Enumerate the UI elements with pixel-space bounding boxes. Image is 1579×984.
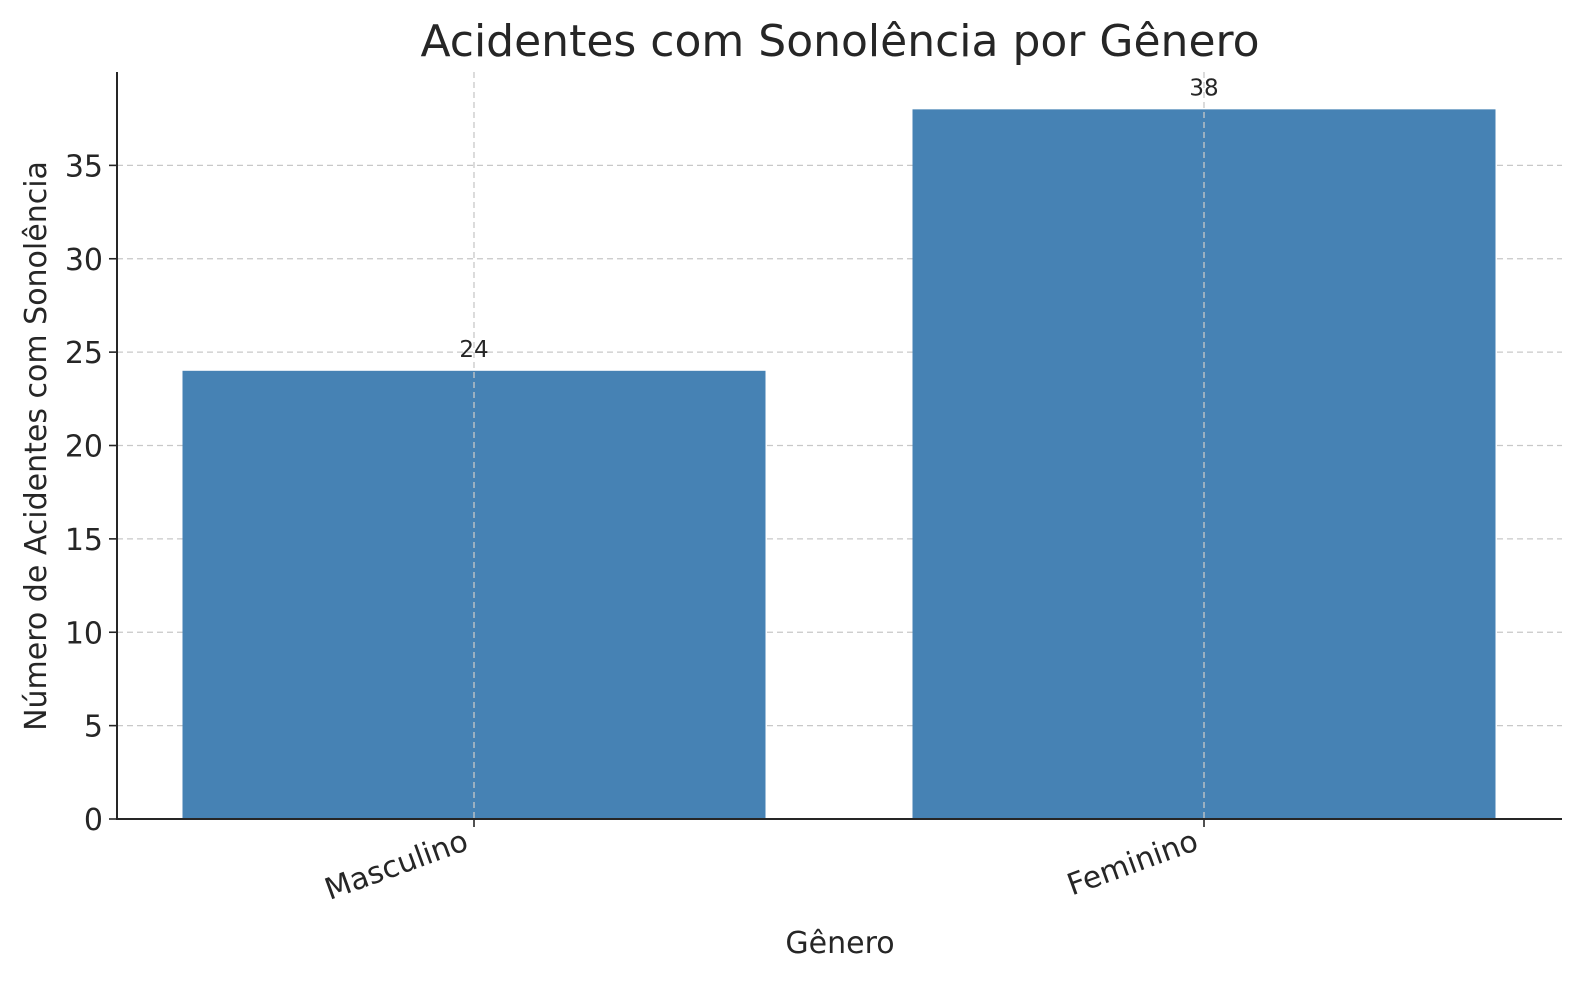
x-axis-label: Gênero [785,926,894,961]
x-tick-label: Feminino [1063,824,1203,904]
y-tick-label: 5 [84,710,103,745]
y-tick-label: 30 [65,243,103,278]
data-label: 24 [459,337,488,363]
chart-title: Acidentes com Sonolência por Gênero [420,16,1259,67]
y-tick-label: 0 [84,803,103,838]
y-axis-label: Número de Acidentes com Sonolência [19,161,54,731]
x-ticks-layer: Masculino Feminino [320,819,1205,908]
y-ticks-layer: 0 5 10 15 20 25 30 35 [65,149,117,838]
y-tick-label: 20 [65,430,103,465]
y-tick-label: 10 [65,616,103,651]
x-tick-label: Masculino [320,824,472,908]
y-tick-label: 15 [65,523,103,558]
x-grid-layer [473,72,1205,819]
bars-layer [182,109,1496,820]
y-tick-label: 25 [65,336,103,371]
y-tick-label: 35 [65,149,103,184]
data-labels-layer: 24 38 [459,75,1218,362]
data-label: 38 [1189,75,1218,101]
